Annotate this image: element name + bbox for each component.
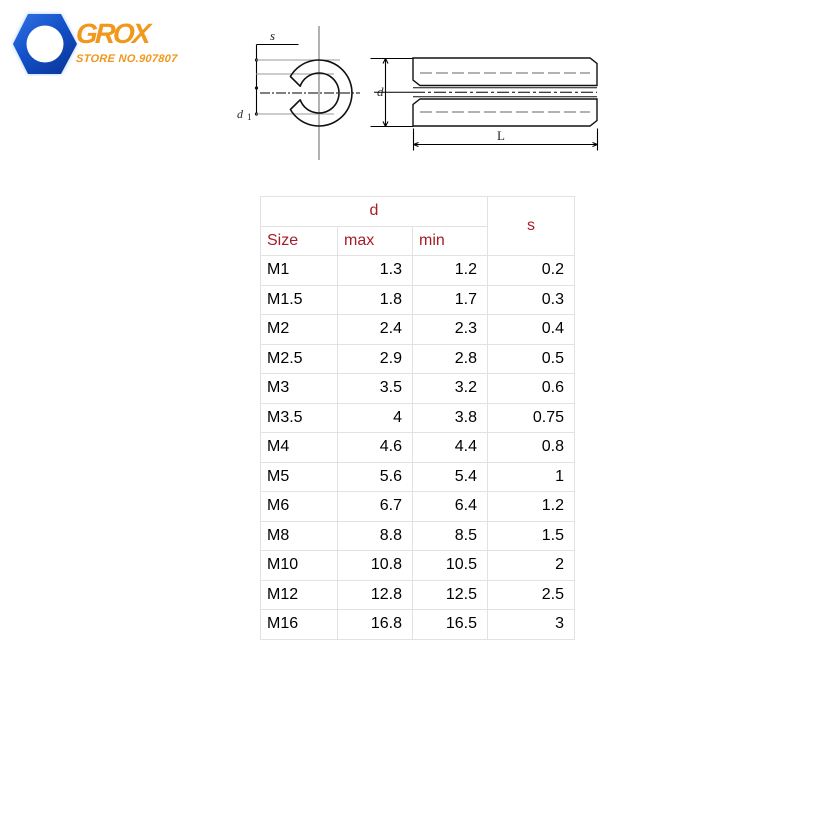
svg-text:s: s bbox=[270, 28, 275, 43]
svg-text:1: 1 bbox=[247, 112, 252, 122]
svg-text:L: L bbox=[497, 128, 505, 143]
svg-text:d: d bbox=[237, 107, 244, 121]
svg-text:d: d bbox=[377, 84, 384, 99]
